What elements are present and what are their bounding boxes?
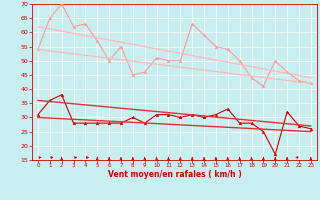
X-axis label: Vent moyen/en rafales ( km/h ): Vent moyen/en rafales ( km/h )	[108, 170, 241, 179]
